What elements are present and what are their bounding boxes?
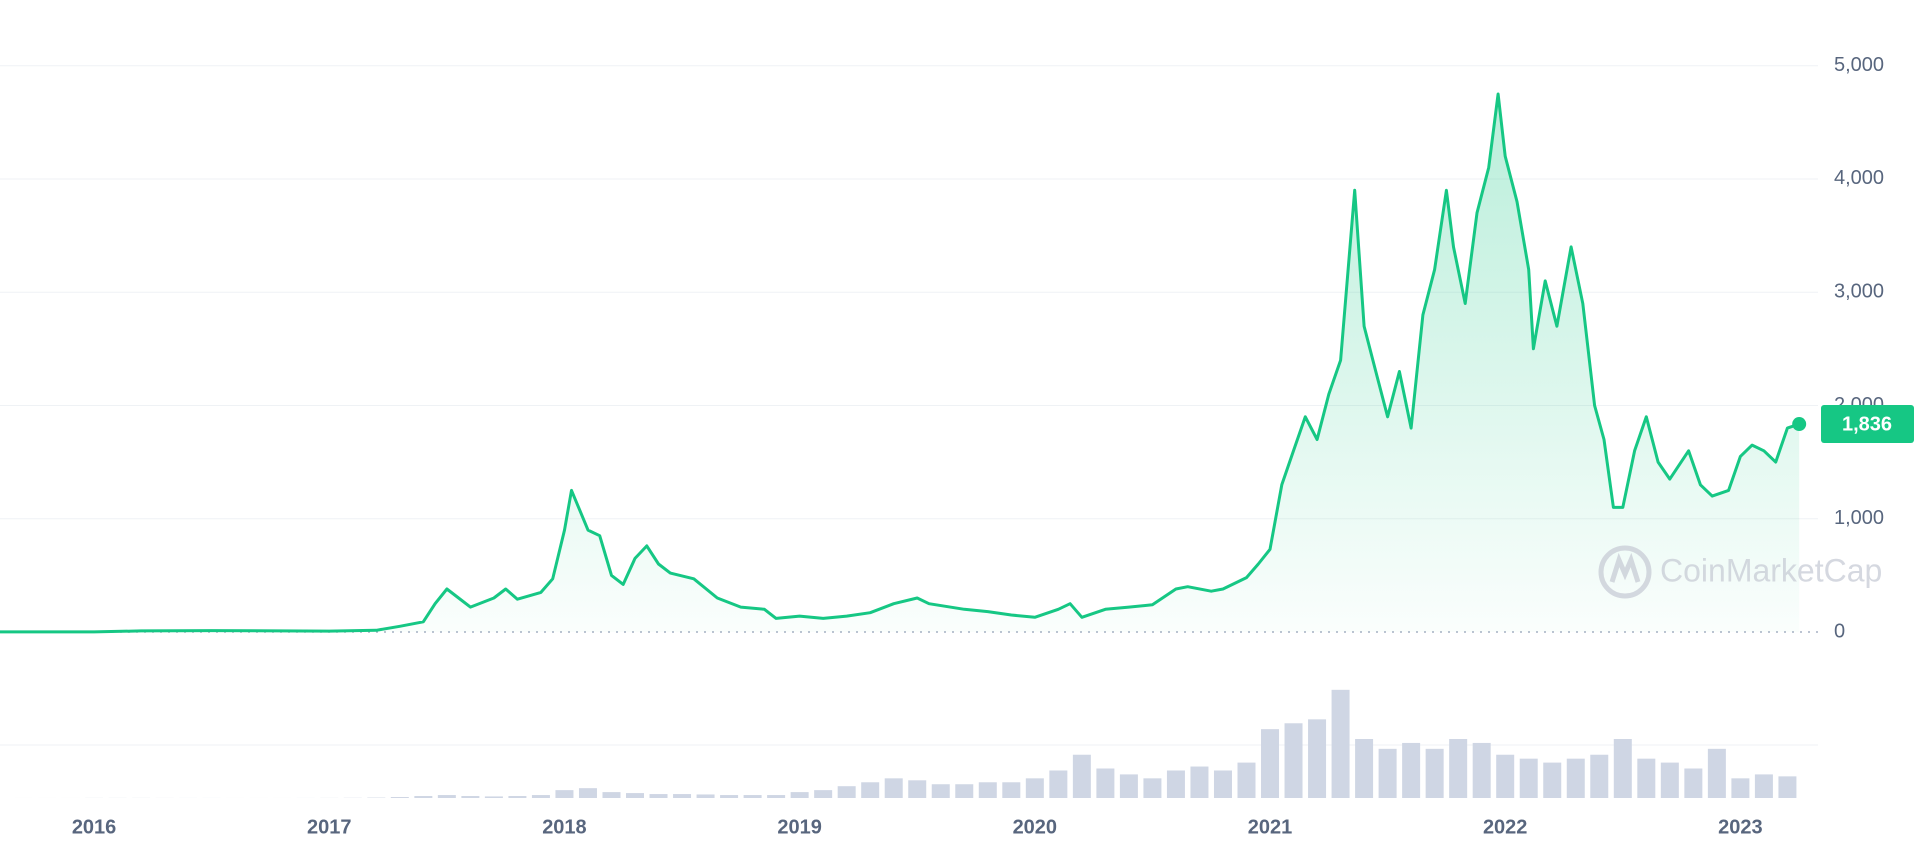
volume-bar [673,794,692,798]
volume-bar [508,796,527,798]
watermark-logo [1598,545,1652,599]
x-tick-label: 2020 [1013,816,1058,838]
volume-bar [531,795,550,798]
volume-bar [1049,770,1068,798]
volume-bar [461,796,480,798]
volume-bar [790,792,809,798]
volume-bar [1096,768,1115,798]
price-badge [1821,405,1914,444]
volume-bar [1425,748,1444,798]
volume-bar [1213,770,1232,798]
volume-bar [861,782,880,798]
volume-bar [1707,748,1726,798]
volume-bar [1519,758,1538,798]
volume-bar [908,780,927,798]
volume-bar [1543,762,1562,798]
volume-bar [1754,774,1773,798]
volume-bar [1684,768,1703,798]
volume-bar [1660,762,1679,798]
volume-bar [720,795,739,798]
watermark-logo [1609,552,1641,583]
x-tick-label: 2018 [542,816,587,838]
volume-bar [884,778,903,798]
x-tick-label: 2016 [72,816,117,838]
volume-bar [1025,778,1044,798]
x-tick-label: 2023 [1718,816,1763,838]
volume-bar [1072,754,1091,798]
volume-bar [931,784,950,798]
volume-bar [696,794,715,798]
volume-bar [1402,742,1421,798]
volume-bar [1637,758,1656,798]
volume-bar [1190,766,1209,798]
volume-bar [1308,719,1327,798]
volume-bar [1378,748,1397,798]
volume-bar [1731,778,1750,798]
volume-bar [1331,689,1350,798]
volume-bar [1566,758,1585,798]
y-tick-label: 3,000 [1834,280,1884,302]
volume-bar [743,795,762,798]
y-tick-label: 0 [1834,620,1845,642]
y-tick-label: 5,000 [1834,54,1884,76]
watermark-text: CoinMarketCap [1660,552,1882,588]
volume-bar [1002,782,1021,798]
volume-bar [484,796,503,798]
x-tick-label: 2021 [1248,816,1293,838]
volume-bar [626,793,645,798]
x-tick-label: 2017 [307,816,352,838]
y-tick-label: 1,000 [1834,507,1884,529]
watermark: CoinMarketCap [1598,545,1882,599]
volume-bar [1778,776,1797,798]
volume-bar [1284,723,1303,798]
volume-bar [837,786,856,798]
volume-bar [390,797,409,798]
price-line [0,92,1800,634]
volume-bar [1449,739,1468,798]
volume-bar [767,795,786,798]
volume-bar [814,790,833,798]
volume-bar [1261,729,1280,798]
volume-bar [1237,762,1256,798]
volume-bar [602,792,621,798]
volume-bar [414,796,433,798]
price-badge-label: 1,836 [1842,413,1892,435]
x-tick-label: 2022 [1483,816,1528,838]
area-fill [0,94,1800,632]
volume-bar [1613,739,1632,798]
volume-bar [1143,778,1162,798]
volume-bar [955,784,974,798]
volume-bar [978,782,997,798]
volume-bar [649,794,668,798]
y-tick-label: 4,000 [1834,167,1884,189]
volume-bar [555,790,574,798]
x-tick-label: 2019 [777,816,822,838]
last-point [1792,417,1807,432]
volume-bar [1166,770,1185,798]
volume-bar [1472,742,1491,798]
volume-bar [1590,754,1609,798]
volume-bar [437,795,456,798]
volume-bar [1119,774,1138,798]
volume-bar [578,788,597,798]
volume-bar [1496,754,1515,798]
volume-bar [1355,739,1374,798]
